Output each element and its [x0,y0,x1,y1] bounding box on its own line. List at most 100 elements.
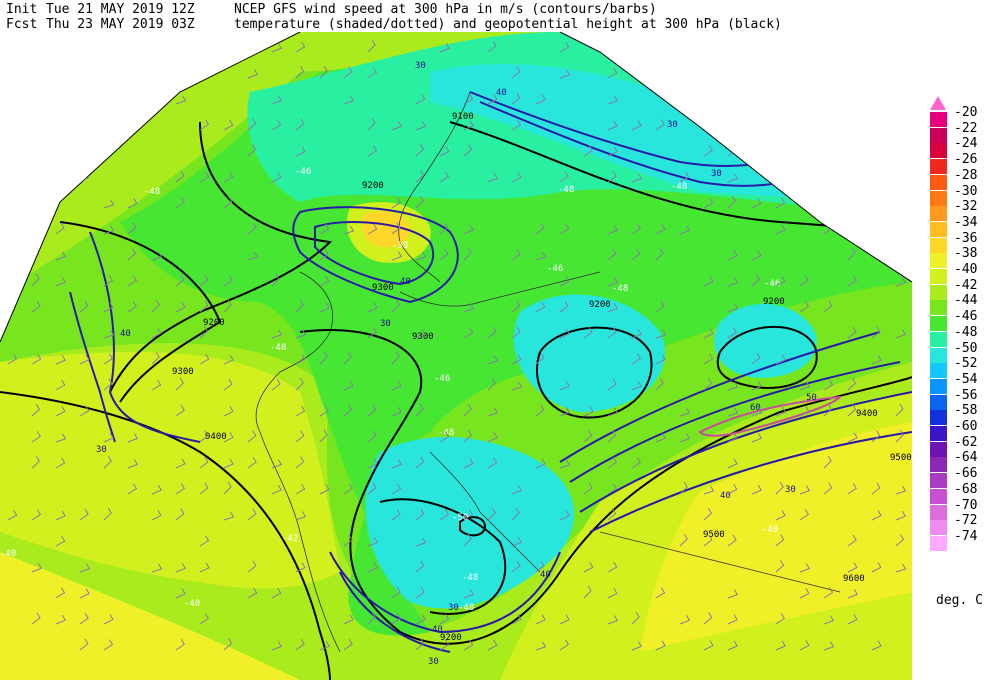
wind-barb [295,299,304,313]
wind-barb [103,507,112,521]
wind-barb [247,430,257,443]
wind-label: 60 [750,403,761,413]
wind-barb [391,251,403,261]
wind-barb [247,69,259,79]
wind-barb [439,42,450,53]
wind-barb [631,248,641,261]
legend-tick-label: -72 [954,513,978,529]
wind-barb [175,563,187,573]
wind-barb [823,403,832,417]
wind-barb [463,93,474,105]
wind-barb [775,534,785,547]
wind-barb [439,639,450,651]
wind-barb [103,302,114,313]
wind-barb [727,484,738,495]
wind-barb [223,275,233,287]
wind-barb [511,507,520,521]
wind-barb [343,66,353,79]
wind-barb [199,300,209,313]
fcst-time: Thu 23 MAY 2019 03Z [46,17,195,32]
wind-barb [199,119,210,131]
wind-barb [703,69,715,79]
wind-barb [391,406,402,417]
wind-barb [559,300,569,313]
temp-label: -48 [458,603,474,613]
legend-swatch [930,504,947,520]
wind-barb [655,224,666,235]
wind-barb [487,377,496,391]
wind-barb [703,485,715,495]
wind-barb [535,222,545,235]
wind-barb [79,405,90,417]
wind-barb [511,119,522,131]
wind-barb [223,458,234,469]
wind-barb [487,94,498,105]
wind-barb [343,351,352,365]
wind-barb [775,147,787,157]
wind-barb [511,536,522,547]
wind-barb [295,639,305,651]
wind-barb [415,614,426,625]
init-label: Init [6,2,38,17]
wind-barb [151,563,163,573]
wind-barb [127,198,138,209]
legend-swatch [930,237,947,253]
wind-barb [847,120,858,131]
wind-barb [127,67,138,79]
wind-barb [319,249,329,261]
wind-barb [895,534,905,547]
legend-swatch [930,473,947,489]
wind-barb [55,379,66,391]
height-label: 9200 [440,633,462,643]
wind-barb [607,146,618,157]
wind-barb [223,378,233,391]
wind-barb [799,274,809,287]
wind-label: 40 [496,88,507,98]
wind-barb [655,587,666,599]
temp-label: -46 [434,374,450,384]
legend-swatch [930,300,947,316]
wind-barb [199,430,209,443]
wind-barb [751,274,761,287]
wind-barb [607,561,618,573]
wind-barb [775,91,784,105]
wind-barb [895,224,906,235]
wind-barb [823,455,832,469]
wind-barb [247,587,258,599]
wind-barb [463,303,475,313]
colorbar-top-arrow [930,96,946,110]
coastlines [255,91,841,653]
temp-label: -48 [660,75,676,85]
wind-barb [871,355,883,365]
wind-barb [871,510,882,521]
temp-label: -46 [295,167,311,177]
wind-barb [415,537,427,547]
wind-barb [751,250,762,261]
wind-label: 40 [432,625,443,635]
wind-barb [55,535,66,547]
wind-barb [895,429,904,443]
wind-barb [199,171,210,183]
wind-barb [55,433,67,443]
wind-barb [343,483,354,495]
wind-barb [127,275,138,287]
wind-barb [727,93,738,105]
wind-barb [415,638,425,651]
legend-swatch [930,394,947,410]
wind-barb [79,68,90,79]
wind-barb [175,274,185,287]
legend-swatch [930,426,947,441]
wind-barb [847,589,859,599]
wind-barb [703,145,713,157]
wind-barb [463,589,475,599]
wind-barb [367,302,378,313]
wind-barb [439,248,449,261]
wind-barb [367,67,378,79]
wind-barb [247,251,259,261]
wind-barb [103,639,114,651]
wind-barb [223,432,234,443]
wind-barb [295,430,305,443]
wind-barb [343,380,354,391]
wind-barb [295,66,305,79]
wind-barb [175,405,185,417]
